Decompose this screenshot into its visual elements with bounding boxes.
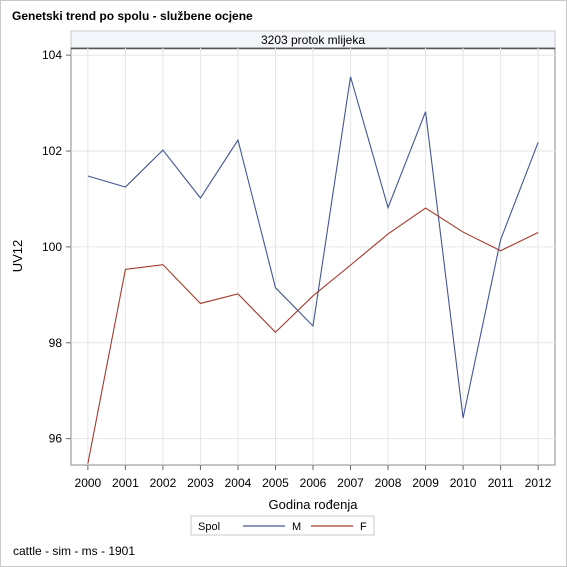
x-tick-label: 2007 <box>337 476 364 490</box>
y-tick-label: 102 <box>42 144 62 158</box>
panel-title: 3203 protok mlijeka <box>261 33 365 47</box>
x-tick-label: 2000 <box>75 476 102 490</box>
y-axis: 96 98 100 102 104 <box>42 48 71 446</box>
x-axis: 2000 2001 2002 2003 2004 2005 2006 2007 2008 2009… <box>75 465 552 490</box>
x-tick-label: 2004 <box>225 476 252 490</box>
grid <box>71 48 555 465</box>
x-tick-label: 2008 <box>375 476 402 490</box>
x-tick-label: 2011 <box>488 476 514 490</box>
x-tick-label: 2002 <box>150 476 177 490</box>
footnote: cattle - sim - ms - 1901 <box>13 544 136 558</box>
y-tick-label: 96 <box>49 432 63 446</box>
legend-title: Spol <box>198 521 220 533</box>
legend-label-f: F <box>360 521 367 533</box>
chart-title: Genetski trend po spolu - službene ocjen… <box>12 9 253 23</box>
series-layer <box>87 76 539 464</box>
y-tick-label: 100 <box>42 240 62 254</box>
y-tick-label: 98 <box>49 336 63 350</box>
series-line-m <box>87 76 539 419</box>
x-tick-label: 2005 <box>262 476 289 490</box>
y-axis-label: UV12 <box>10 240 25 273</box>
x-tick-label: 2009 <box>412 476 439 490</box>
y-tick-label: 104 <box>42 48 62 62</box>
x-tick-label: 2003 <box>187 476 214 490</box>
x-axis-label: Godina rođenja <box>269 497 359 512</box>
series-line-f <box>87 207 539 464</box>
legend-label-m: M <box>292 521 301 533</box>
x-tick-label: 2006 <box>300 476 327 490</box>
x-tick-label: 2012 <box>525 476 552 490</box>
x-tick-label: 2001 <box>112 476 139 490</box>
x-tick-label: 2010 <box>450 476 477 490</box>
